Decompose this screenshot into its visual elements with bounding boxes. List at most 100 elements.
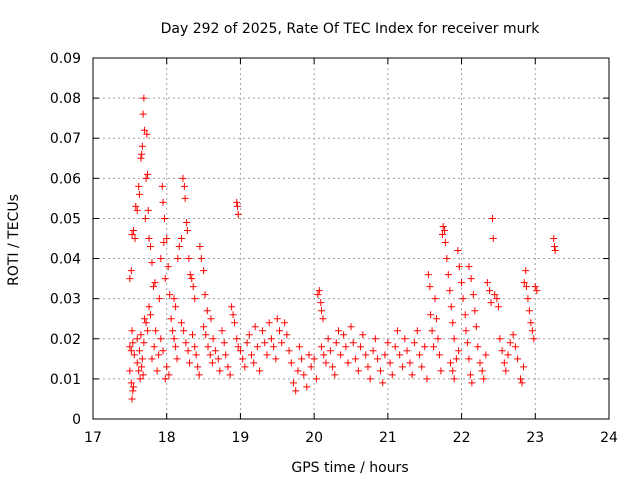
- data-point: [189, 331, 197, 339]
- data-point: [487, 299, 495, 307]
- data-point: [525, 307, 533, 315]
- data-point: [132, 202, 140, 210]
- data-point: [416, 351, 424, 359]
- data-point: [337, 351, 345, 359]
- data-point: [315, 287, 323, 295]
- data-point: [141, 315, 149, 323]
- data-point: [241, 363, 249, 371]
- data-point: [186, 271, 194, 279]
- data-point: [137, 154, 145, 162]
- data-point: [133, 335, 141, 343]
- data-point: [550, 243, 558, 251]
- data-point: [551, 247, 559, 255]
- data-point: [312, 375, 320, 383]
- data-point: [533, 287, 541, 295]
- data-point: [421, 343, 429, 351]
- data-point: [431, 295, 439, 303]
- data-point: [506, 339, 514, 347]
- data-point: [278, 339, 286, 347]
- data-point: [379, 379, 387, 387]
- data-point: [250, 359, 258, 367]
- data-point: [435, 351, 443, 359]
- data-point: [449, 319, 457, 327]
- data-point: [486, 287, 494, 295]
- data-point: [186, 359, 194, 367]
- data-point: [371, 335, 379, 343]
- data-point: [263, 351, 271, 359]
- data-point: [144, 170, 152, 178]
- data-point: [430, 343, 438, 351]
- data-point: [233, 198, 241, 206]
- data-point: [159, 347, 167, 355]
- data-point: [170, 295, 178, 303]
- data-point: [401, 335, 409, 343]
- data-point: [148, 259, 156, 267]
- data-point: [344, 359, 352, 367]
- data-point: [324, 335, 332, 343]
- data-point: [204, 343, 212, 351]
- plot-frame: [92, 57, 610, 420]
- tick-labels: 17 18 19 20 21 22 23 24 0 0.01 0.02 0.03 0.04 0.05 0.0…: [50, 51, 618, 446]
- data-point: [234, 343, 242, 351]
- data-point: [418, 363, 426, 371]
- data-point: [300, 371, 308, 379]
- data-point: [256, 367, 264, 375]
- data-point: [472, 323, 480, 331]
- data-point: [138, 355, 146, 363]
- data-point: [155, 351, 163, 359]
- data-point: [326, 347, 334, 355]
- data-point: [347, 323, 355, 331]
- data-point: [455, 347, 463, 355]
- data-point: [332, 339, 340, 347]
- data-point: [478, 367, 486, 375]
- data-point: [133, 206, 141, 214]
- data-point: [200, 267, 208, 275]
- data-point: [206, 351, 214, 359]
- data-point: [396, 351, 404, 359]
- data-point: [151, 279, 159, 287]
- data-point: [126, 275, 134, 283]
- data-point: [527, 319, 535, 327]
- grid-lines: [93, 58, 609, 419]
- data-point: [220, 339, 228, 347]
- data-point: [318, 343, 326, 351]
- data-point: [295, 343, 303, 351]
- data-point: [173, 355, 181, 363]
- data-point: [428, 327, 436, 335]
- data-point: [129, 387, 137, 395]
- data-point: [177, 319, 185, 327]
- data-point: [138, 363, 146, 371]
- data-point: [314, 291, 322, 299]
- y-axis-label: ROTI / TECUs: [6, 194, 22, 286]
- data-point: [161, 214, 169, 222]
- data-point: [502, 367, 510, 375]
- x-tick-label: 21: [379, 430, 397, 446]
- data-point: [149, 283, 157, 291]
- data-point: [393, 327, 401, 335]
- x-tick-label: 24: [600, 430, 618, 446]
- data-point: [129, 339, 137, 347]
- data-point: [150, 343, 158, 351]
- x-tick-label: 18: [158, 430, 176, 446]
- data-point: [454, 247, 462, 255]
- data-point: [233, 202, 241, 210]
- data-point: [216, 367, 224, 375]
- y-tick-label: 0.08: [50, 91, 81, 107]
- data-point: [127, 267, 135, 275]
- data-point: [364, 363, 372, 371]
- data-point: [462, 327, 470, 335]
- data-point: [188, 275, 196, 283]
- data-point: [272, 355, 280, 363]
- data-point: [157, 335, 165, 343]
- data-point: [446, 287, 454, 295]
- data-point: [530, 335, 538, 343]
- data-point: [424, 271, 432, 279]
- data-point: [391, 343, 399, 351]
- data-point: [184, 347, 192, 355]
- data-point: [498, 347, 506, 355]
- data-point: [294, 367, 302, 375]
- data-point: [267, 335, 275, 343]
- chart-title: Day 292 of 2025, Rate Of TEC Index for r…: [161, 21, 541, 37]
- data-point: [351, 355, 359, 363]
- data-point: [524, 295, 532, 303]
